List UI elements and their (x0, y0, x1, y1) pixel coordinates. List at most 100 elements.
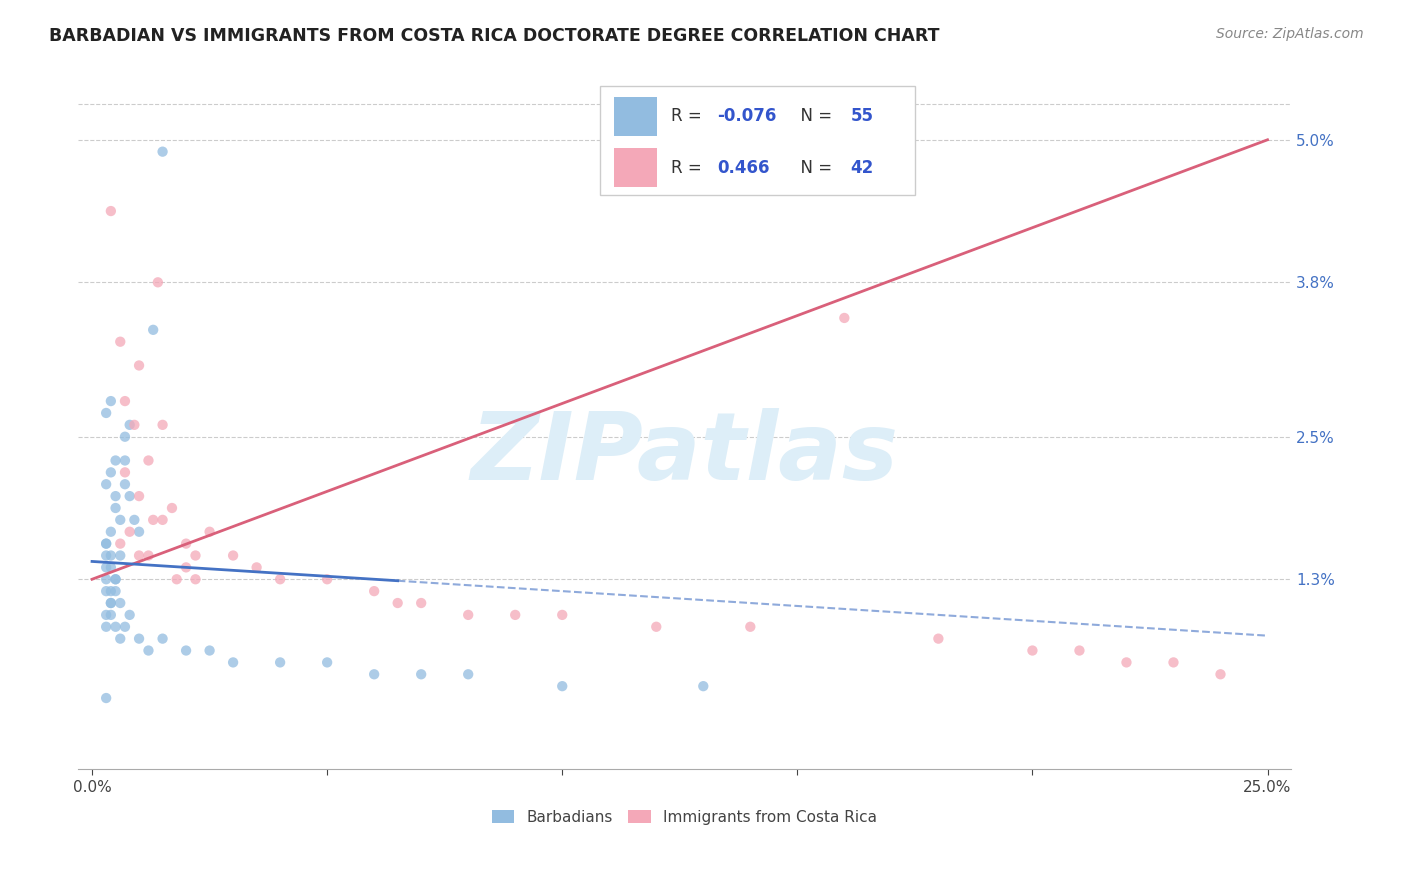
Point (1021, 643, 1043, 657)
Point (174, 643, 197, 657)
Point (100, 560, 122, 574)
Point (104, 489, 127, 503)
Point (551, 679, 574, 693)
Point (104, 572, 127, 586)
Point (142, 513, 165, 527)
FancyBboxPatch shape (599, 86, 915, 194)
Point (457, 667, 479, 681)
Point (692, 679, 714, 693)
Point (184, 572, 207, 586)
Point (269, 656, 291, 670)
Point (96, 607, 118, 622)
Point (411, 667, 433, 681)
Point (118, 524, 141, 539)
Point (834, 310, 856, 325)
Point (118, 489, 141, 503)
Point (198, 524, 221, 539)
Text: 55: 55 (851, 107, 873, 126)
Point (152, 632, 174, 646)
Point (100, 524, 122, 539)
Point (142, 323, 165, 337)
Point (100, 204, 122, 219)
Point (152, 417, 174, 432)
Point (246, 560, 269, 574)
Point (128, 549, 150, 563)
Text: R =: R = (671, 159, 713, 177)
Point (100, 394, 122, 409)
Point (198, 643, 221, 657)
Point (316, 572, 339, 586)
Point (114, 620, 136, 634)
Point (110, 549, 132, 563)
Point (138, 643, 160, 657)
Text: ZIPatlas: ZIPatlas (471, 408, 898, 500)
Point (411, 596, 433, 610)
Point (96, 584, 118, 599)
Point (114, 466, 136, 480)
Point (387, 596, 409, 610)
Point (551, 607, 574, 622)
Point (146, 276, 169, 290)
Point (96, 560, 118, 574)
Point (96, 536, 118, 550)
Point (114, 430, 136, 444)
Text: Source: ZipAtlas.com: Source: ZipAtlas.com (1216, 27, 1364, 41)
Point (104, 584, 127, 599)
Point (160, 501, 183, 516)
Point (104, 453, 127, 467)
Point (316, 656, 339, 670)
Point (1209, 667, 1232, 681)
Point (1115, 656, 1137, 670)
Point (110, 513, 132, 527)
Text: 0.466: 0.466 (717, 159, 769, 177)
Point (96, 406, 118, 420)
Point (927, 632, 949, 646)
Text: N =: N = (790, 159, 838, 177)
Point (114, 453, 136, 467)
Legend: Barbadians, Immigrants from Costa Rica: Barbadians, Immigrants from Costa Rica (492, 810, 877, 825)
Point (100, 549, 122, 563)
Point (96, 620, 118, 634)
Point (100, 584, 122, 599)
Point (128, 524, 150, 539)
Point (96, 477, 118, 491)
Text: N =: N = (790, 107, 838, 126)
Point (174, 536, 197, 550)
Point (124, 417, 146, 432)
Point (222, 549, 245, 563)
Text: -0.076: -0.076 (717, 107, 776, 126)
Point (174, 560, 197, 574)
Point (96, 572, 118, 586)
Point (128, 359, 150, 373)
Point (740, 620, 762, 634)
Bar (614, 148, 657, 186)
Point (457, 607, 479, 622)
Point (114, 394, 136, 409)
Point (100, 596, 122, 610)
Point (645, 620, 668, 634)
Point (1163, 656, 1185, 670)
Point (104, 572, 127, 586)
Point (138, 453, 160, 467)
Point (110, 536, 132, 550)
Point (503, 607, 526, 622)
Point (96, 691, 118, 706)
Point (110, 596, 132, 610)
Text: 42: 42 (851, 159, 875, 177)
Point (96, 536, 118, 550)
Point (100, 607, 122, 622)
Point (100, 466, 122, 480)
Point (152, 513, 174, 527)
Text: BARBADIAN VS IMMIGRANTS FROM COSTA RICA DOCTORATE DEGREE CORRELATION CHART: BARBADIAN VS IMMIGRANTS FROM COSTA RICA … (49, 27, 939, 45)
Point (363, 584, 385, 599)
Text: R =: R = (671, 107, 707, 126)
Point (138, 549, 160, 563)
Point (100, 596, 122, 610)
Point (114, 477, 136, 491)
Point (166, 572, 188, 586)
Point (118, 607, 141, 622)
Point (128, 632, 150, 646)
Bar (614, 97, 657, 136)
Point (124, 513, 146, 527)
Point (184, 549, 207, 563)
